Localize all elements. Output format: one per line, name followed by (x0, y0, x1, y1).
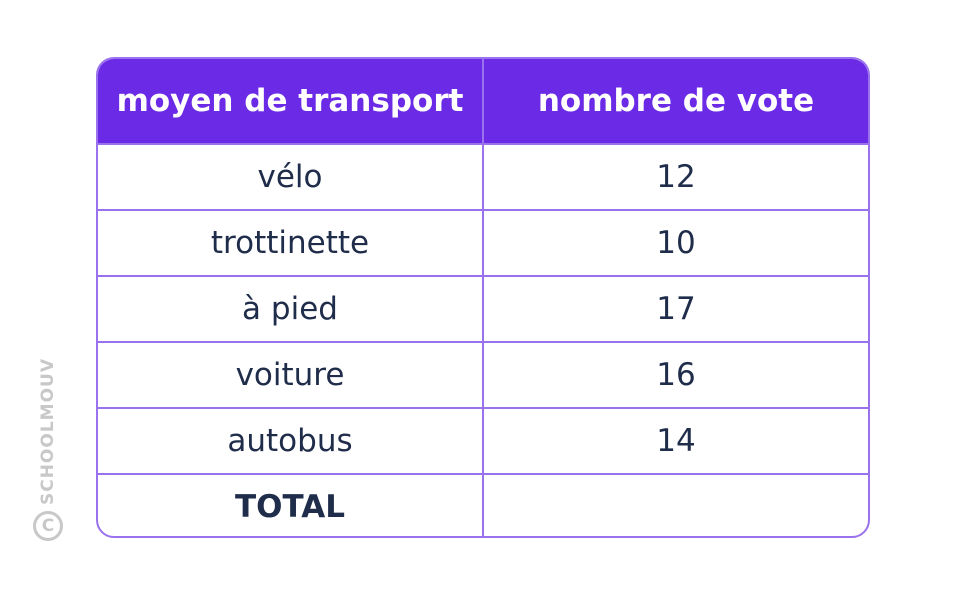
copyright-icon: C (33, 511, 63, 542)
row-value: 17 (656, 291, 696, 327)
column-header-votes: nombre de vote (537, 83, 815, 119)
row-value: 16 (656, 357, 696, 393)
table-row: à pied 17 (98, 275, 868, 341)
row-label: vélo (98, 145, 484, 209)
column-header-transport: moyen de transport (98, 59, 484, 143)
table-row: vélo 12 (98, 143, 868, 209)
watermark-text: SCHOOLMOUV (38, 358, 58, 506)
table-header-row: moyen de transport nombre de vote (98, 59, 868, 143)
row-label: trottinette (98, 211, 484, 275)
table-row: autobus 14 (98, 407, 868, 473)
row-label: voiture (98, 343, 484, 407)
copyright-symbol: C (41, 516, 55, 537)
total-row: TOTAL (98, 473, 868, 536)
row-label: autobus (98, 409, 484, 473)
table-row: voiture 16 (98, 341, 868, 407)
row-value: 10 (656, 225, 696, 261)
row-value: 14 (656, 423, 696, 459)
row-label: à pied (98, 277, 484, 341)
row-value: 12 (656, 159, 696, 195)
table-row: trottinette 10 (98, 209, 868, 275)
total-label: TOTAL (98, 475, 484, 536)
watermark: SCHOOLMOUV C (28, 358, 68, 568)
data-table: moyen de transport nombre de vote vélo 1… (96, 57, 870, 538)
total-value (484, 475, 868, 536)
